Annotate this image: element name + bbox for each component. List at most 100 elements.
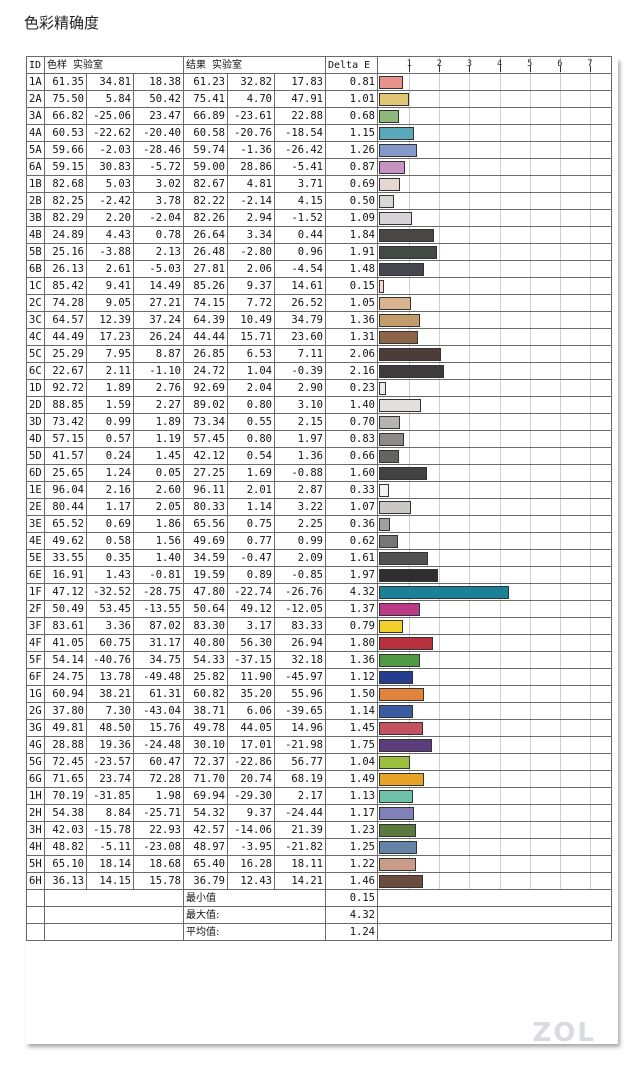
- gridline: [559, 295, 561, 311]
- gridline: [589, 74, 591, 90]
- result-lab-value: 50.64: [183, 600, 228, 618]
- bar-cell: [377, 260, 612, 278]
- bar-cell: [377, 447, 612, 465]
- gridline: [499, 720, 501, 736]
- sample-lab-value: 17.23: [86, 328, 134, 346]
- bar-cell: [377, 73, 612, 91]
- delta-e-value: 1.60: [325, 464, 378, 482]
- gridline: [439, 329, 441, 345]
- bar-cell: [377, 770, 612, 788]
- sample-lab-value: 9.05: [86, 294, 134, 312]
- gridline: [589, 278, 591, 294]
- patch-id: 6H: [26, 872, 45, 890]
- gridline: [499, 652, 501, 668]
- gridline: [499, 431, 501, 447]
- gridline: [469, 57, 471, 73]
- gridline: [439, 397, 441, 413]
- table-row: 5D 41.57 0.24 1.45 42.12 0.54 1.36 0.66: [26, 447, 612, 465]
- patch-id: 5D: [26, 447, 45, 465]
- sample-lab-value: 70.19: [44, 787, 87, 805]
- gridline: [469, 312, 471, 328]
- sample-lab-value: 64.57: [44, 311, 87, 329]
- delta-e-value: 1.48: [325, 260, 378, 278]
- sample-lab-value: 38.21: [86, 685, 134, 703]
- sample-lab-value: 82.68: [44, 175, 87, 193]
- delta-e-value: 1.23: [325, 821, 378, 839]
- gridline: [469, 788, 471, 804]
- gridline: [589, 125, 591, 141]
- gridline: [469, 295, 471, 311]
- sample-lab-value: 60.94: [44, 685, 87, 703]
- gridline: [439, 873, 441, 889]
- summary-blank: [44, 906, 184, 924]
- table-row: 4H 48.82 -5.11 -23.08 48.97 -3.95 -21.82 1.25: [26, 838, 612, 856]
- table-row: 2E 80.44 1.17 2.05 80.33 1.14 3.22 1.07: [26, 498, 612, 516]
- summary-blank: [26, 889, 45, 907]
- gridline: [499, 873, 501, 889]
- bar-cell: [377, 107, 612, 125]
- sample-lab-value: 37.24: [133, 311, 184, 329]
- delta-e-bar: [379, 620, 403, 633]
- sample-lab-value: 82.25: [44, 192, 87, 210]
- delta-e-value: 1.46: [325, 872, 378, 890]
- delta-e-bar: [379, 161, 406, 174]
- table-row: 4G 28.88 19.36 -24.48 30.10 17.01 -21.98 1.75: [26, 736, 612, 754]
- bar-cell: [377, 328, 612, 346]
- delta-e-bar: [379, 722, 423, 735]
- sample-lab-value: 57.15: [44, 430, 87, 448]
- patch-id: 5A: [26, 141, 45, 159]
- gridline: [529, 635, 531, 651]
- bar-cell: [377, 379, 612, 397]
- result-lab-value: 49.69: [183, 532, 228, 550]
- patch-id: 3G: [26, 719, 45, 737]
- sample-lab-value: -40.76: [86, 651, 134, 669]
- delta-e-value: 4.32: [325, 583, 378, 601]
- gridline: [409, 278, 411, 294]
- gridline: [439, 414, 441, 430]
- result-lab-value: 34.79: [274, 311, 326, 329]
- gridline: [589, 210, 591, 226]
- delta-e-bar: [379, 416, 401, 429]
- sample-lab-value: 83.61: [44, 617, 87, 635]
- summary-row: 平均值: 1.24: [26, 923, 612, 941]
- gridline: [559, 516, 561, 532]
- patch-id: 5B: [26, 243, 45, 261]
- gridline: [439, 193, 441, 209]
- table-row: 4A 60.53 -22.62 -20.40 60.58 -20.76 -18.54 1.15: [26, 124, 612, 142]
- result-lab-value: 12.43: [227, 872, 275, 890]
- patch-id: 2E: [26, 498, 45, 516]
- gridline: [439, 278, 441, 294]
- result-lab-value: 42.12: [183, 447, 228, 465]
- result-lab-value: 2.04: [227, 379, 275, 397]
- sample-lab-value: 74.28: [44, 294, 87, 312]
- delta-e-bar: [379, 314, 420, 327]
- gridline: [469, 516, 471, 532]
- gridline: [409, 57, 411, 73]
- gridline: [559, 703, 561, 719]
- sample-lab-value: 61.35: [44, 73, 87, 91]
- gridline: [589, 108, 591, 124]
- sample-lab-value: 48.82: [44, 838, 87, 856]
- summary-row: 最大值: 4.32: [26, 906, 612, 924]
- table-row: 6H 36.13 14.15 15.78 36.79 12.43 14.21 1.46: [26, 872, 612, 890]
- patch-id: 2A: [26, 90, 45, 108]
- delta-e-bar: [379, 229, 435, 242]
- result-lab-value: 6.06: [227, 702, 275, 720]
- gridline: [439, 159, 441, 175]
- gridline: [559, 227, 561, 243]
- patch-id: 1G: [26, 685, 45, 703]
- gridline: [559, 652, 561, 668]
- gridline: [589, 584, 591, 600]
- result-lab-value: -18.54: [274, 124, 326, 142]
- gridline: [529, 74, 531, 90]
- patch-id: 4D: [26, 430, 45, 448]
- delta-e-bar: [379, 688, 425, 701]
- result-lab-value: 0.75: [227, 515, 275, 533]
- gridline: [469, 873, 471, 889]
- table-row: 3A 66.82 -25.06 23.47 66.89 -23.61 22.88 0.68: [26, 107, 612, 125]
- sample-lab-value: 80.44: [44, 498, 87, 516]
- result-lab-value: 71.70: [183, 770, 228, 788]
- patch-id: 6D: [26, 464, 45, 482]
- result-lab-value: 2.94: [227, 209, 275, 227]
- result-lab-value: 42.57: [183, 821, 228, 839]
